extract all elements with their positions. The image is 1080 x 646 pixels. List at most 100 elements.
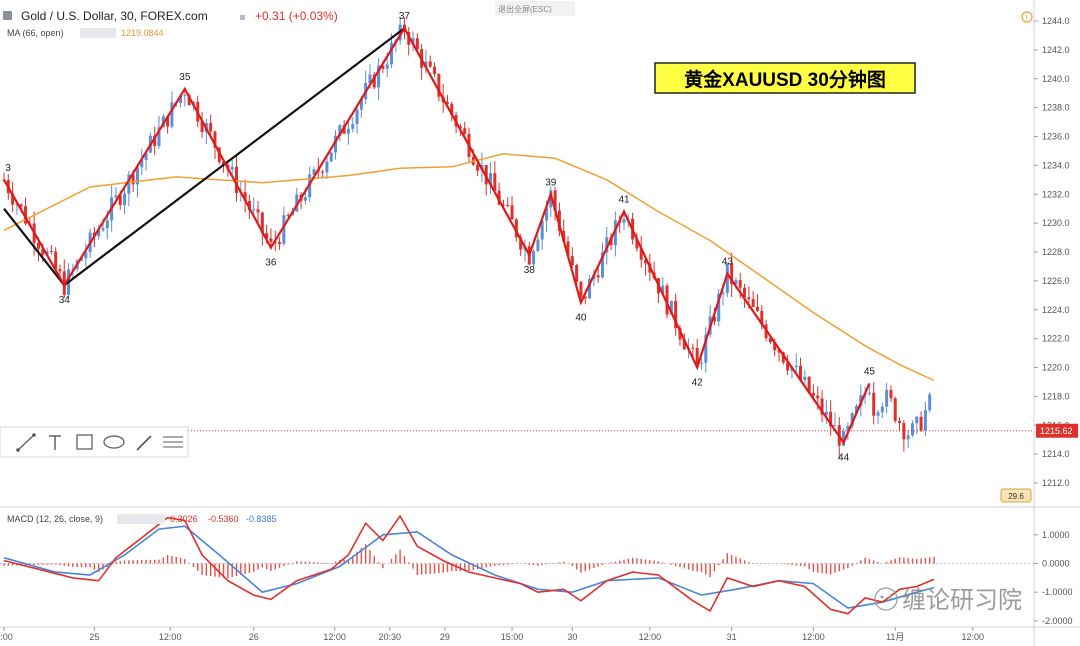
macd-signal-line — [3, 525, 935, 609]
candle-body — [583, 296, 587, 299]
candle-body — [269, 238, 273, 242]
time-axis[interactable]: 2:00 25 12:00 26 12:00 20:30 29 15:00 30 12:00 31 1… — [0, 627, 984, 642]
overlay-title-text: 黄金XAUUSD 30分钟图 — [684, 68, 886, 91]
fullscreen-hint[interactable]: 退出全屏(ESC) — [498, 4, 552, 14]
overlay-title: 黄金XAUUSD 30分钟图 — [654, 62, 916, 94]
candle-body — [850, 413, 854, 427]
alert-icon-mark: ! — [1026, 14, 1028, 23]
price-tick-label-13: 1238.0 — [1042, 103, 1070, 113]
candle-body — [665, 285, 669, 315]
candle-body — [811, 392, 815, 396]
candle-body — [342, 125, 346, 134]
trend-line-0[interactable] — [3, 208, 66, 286]
price-tick-label-0: 1212.0 — [1042, 478, 1070, 488]
candle-body — [919, 416, 923, 431]
text-tool-icon[interactable] — [49, 435, 61, 450]
candle-body — [321, 171, 325, 173]
candle-body — [880, 406, 884, 413]
candle-body — [691, 347, 695, 349]
candle-body — [458, 126, 462, 129]
alert-icon[interactable] — [1021, 11, 1033, 23]
price-tick-label-15: 1242.0 — [1042, 45, 1070, 55]
candle-body — [84, 252, 88, 259]
candle-body — [557, 210, 561, 231]
fullscreen-hint-box[interactable] — [495, 1, 575, 16]
macd-tick-label-1: 0.0000 — [1042, 559, 1070, 569]
zigzag-label-41: 41 — [618, 195, 630, 206]
price-tick-label-7: 1226.0 — [1042, 276, 1070, 286]
zigzag-line[interactable] — [3, 26, 871, 445]
collapse-icon[interactable] — [3, 11, 12, 20]
candle-body — [876, 412, 880, 416]
macd-controls[interactable] — [117, 514, 165, 524]
candle-body — [872, 392, 876, 416]
time-tick-label-4: 12:00 — [323, 632, 346, 642]
candle-body — [923, 410, 927, 431]
candle-body — [669, 300, 673, 315]
candle-body — [24, 206, 28, 224]
zigzag-label-39: 39 — [545, 177, 557, 188]
candle-body — [170, 102, 174, 127]
rectangle-tool-icon[interactable] — [76, 434, 93, 450]
candle-body — [898, 420, 902, 424]
candle-body — [501, 204, 505, 206]
candle-body — [338, 125, 342, 136]
ma-value: 1219.0844 — [121, 28, 164, 38]
candle-body — [463, 128, 467, 134]
wechat-icon — [874, 587, 898, 611]
candle-body — [213, 131, 217, 148]
scale-badge[interactable]: 29.6 — [1000, 488, 1032, 503]
candle-body — [773, 342, 777, 351]
ellipse-tool-icon[interactable] — [103, 435, 125, 449]
candle-body — [596, 275, 600, 278]
candle-body — [329, 152, 333, 162]
macd-histogram-value: 0.3026 — [170, 514, 198, 524]
price-tick-label-5: 1222.0 — [1042, 334, 1070, 344]
time-tick-label-13: 12:00 — [961, 632, 984, 642]
candle-body — [846, 426, 850, 432]
candle-body — [549, 190, 553, 208]
candle-body — [368, 74, 372, 83]
ma-controls[interactable] — [80, 28, 116, 38]
candle-body — [346, 128, 350, 134]
candle-body — [786, 362, 790, 371]
price-axis[interactable]: 1212.01214.01216.01218.01220.01222.01224… — [1034, 16, 1078, 626]
trend-line-1[interactable] — [63, 27, 406, 287]
candle-body — [303, 197, 307, 201]
zigzag-label-35: 35 — [179, 72, 191, 83]
candle-body — [768, 338, 772, 343]
last-price-tag[interactable] — [1036, 423, 1078, 438]
macd-pane[interactable] — [0, 514, 1034, 615]
candle-body — [902, 423, 906, 440]
fib-tool-icon[interactable] — [163, 436, 183, 448]
candle-body — [816, 395, 820, 399]
candle-body — [777, 350, 781, 353]
candle-body — [532, 250, 536, 265]
candle-body — [842, 431, 846, 446]
candle-body — [411, 38, 415, 45]
time-tick-label-10: 31 — [727, 632, 737, 642]
main-pane[interactable]: 3 34 35 36 37 38 39 40 41 42 43 44 45 — [2, 11, 1035, 464]
zigzag-label-44: 44 — [838, 453, 850, 464]
price-tick-label-10: 1232.0 — [1042, 189, 1070, 199]
candle-body — [476, 164, 480, 171]
symbol-menu-icon[interactable] — [240, 15, 245, 20]
candle-body — [282, 215, 286, 244]
trendline-tool-icon[interactable] — [16, 433, 36, 452]
candle-body — [910, 423, 914, 436]
candle-body — [101, 228, 105, 231]
candle-body — [390, 42, 393, 65]
macd-tick-label-0: 1.0000 — [1042, 530, 1070, 540]
candle-body — [407, 32, 411, 45]
price-tick-label-11: 1234.0 — [1042, 160, 1070, 170]
brush-tool-icon[interactable] — [136, 435, 152, 451]
candle-body — [738, 280, 742, 288]
candle-body — [41, 248, 45, 255]
candle-body — [334, 135, 338, 153]
candle-body — [123, 193, 127, 206]
candle-body — [803, 376, 807, 380]
zigzag-label-36: 36 — [265, 258, 277, 269]
candle-body — [712, 316, 716, 322]
macd-signal-value: -0.8385 — [246, 514, 277, 524]
candle-body — [222, 162, 226, 165]
